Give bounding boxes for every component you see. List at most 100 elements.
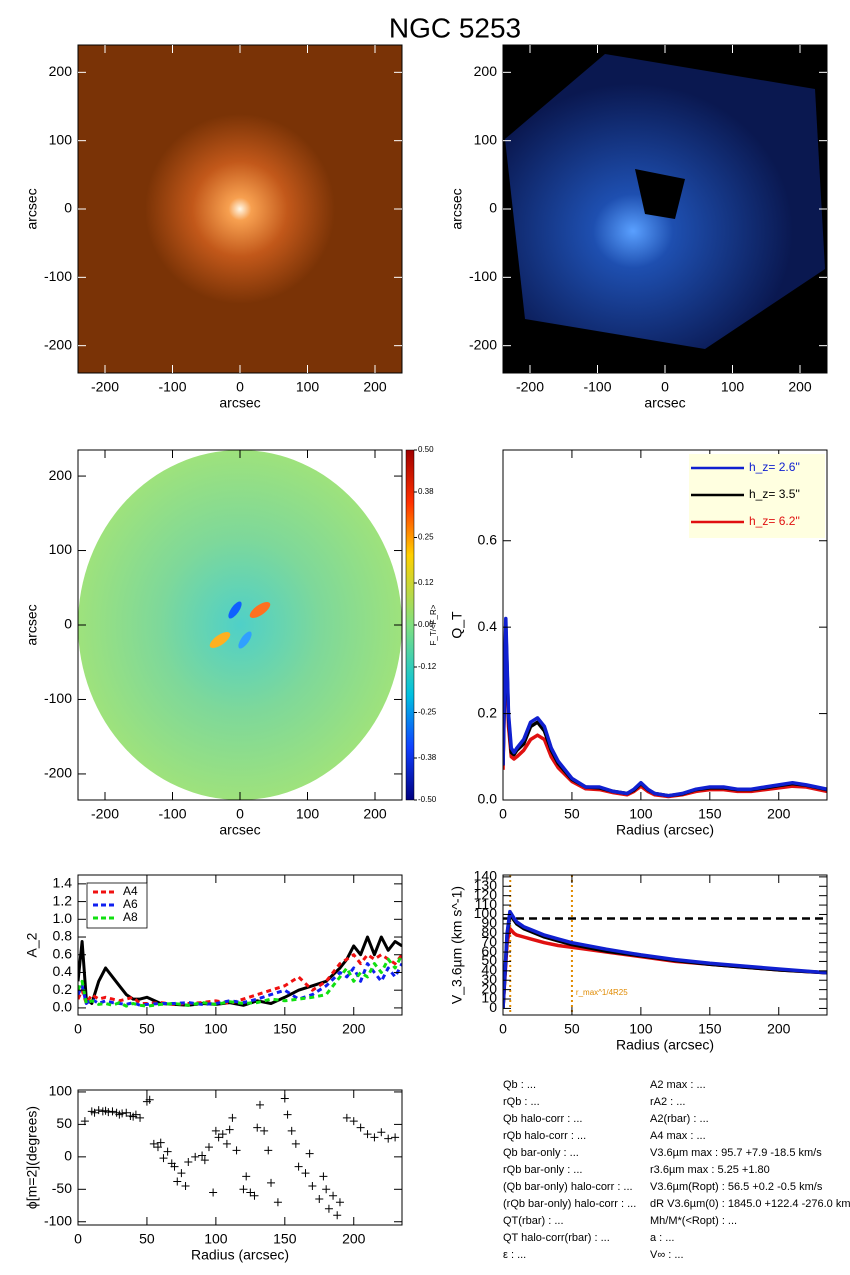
x-axis-label: arcsec <box>644 395 685 411</box>
point <box>322 1185 331 1194</box>
point <box>305 1149 314 1158</box>
x-tick-label: 100 <box>629 806 653 822</box>
colorbar-tick-label: 0.38 <box>418 487 434 496</box>
x-tick-label: 200 <box>788 379 812 395</box>
x-tick-label: 100 <box>629 1021 653 1037</box>
colorbar-tick-label: 0.25 <box>418 533 434 542</box>
series-line <box>78 962 402 1007</box>
map <box>78 450 402 800</box>
x-tick-label: 50 <box>139 1021 155 1037</box>
point <box>232 1146 241 1155</box>
x-axis-label: arcsec <box>219 822 260 838</box>
y-tick-label: 0 <box>64 200 72 216</box>
x-tick-label: 200 <box>767 806 791 822</box>
point <box>104 1108 113 1117</box>
vline-label: r_max^1/4R25 <box>576 988 628 997</box>
x-tick-label: 200 <box>342 1231 366 1247</box>
y-axis-label: arcsec <box>449 188 465 229</box>
point <box>211 1126 220 1135</box>
x-tick-label: 100 <box>204 1231 228 1247</box>
point <box>315 1195 324 1204</box>
point <box>131 1110 140 1119</box>
series-line <box>503 616 827 798</box>
parameter: r3.6µm max : 5.25 +1.80 <box>650 1164 770 1176</box>
point <box>273 1198 282 1207</box>
point <box>349 1117 358 1126</box>
parameter: QT(rbar) : ... <box>503 1215 564 1227</box>
y-axis-label: A_2 <box>24 932 40 957</box>
plot-area <box>78 45 402 373</box>
point <box>250 1191 259 1200</box>
y-tick-label: 50 <box>56 1115 72 1131</box>
point <box>253 1123 262 1132</box>
x-tick-label: 50 <box>564 806 580 822</box>
plot-area <box>503 875 827 1015</box>
parameter: A2(rbar) : ... <box>650 1113 709 1125</box>
y-tick-label: 1.0 <box>53 910 73 926</box>
plot-area <box>80 1094 400 1220</box>
legend-label: A6 <box>123 897 138 911</box>
x-tick-label: 200 <box>363 379 387 395</box>
point <box>356 1123 365 1132</box>
point <box>246 1188 255 1197</box>
y-tick-label: 130 <box>474 877 498 893</box>
y-tick-label: -100 <box>44 690 72 706</box>
y-tick-label: 1.2 <box>53 892 73 908</box>
y-tick-label: 140 <box>474 868 498 884</box>
galaxy <box>145 114 335 304</box>
point <box>94 1106 103 1115</box>
colorbar-tick-label: 0.00 <box>418 620 434 629</box>
point <box>198 1151 207 1160</box>
y-tick-label: 20 <box>481 980 497 996</box>
point <box>335 1198 344 1207</box>
y-tick-label: -100 <box>44 1212 72 1228</box>
point <box>204 1143 213 1152</box>
x-tick-label: 0 <box>236 806 244 822</box>
parameter: dR V3.6µm(0) : 1845.0 +122.4 -276.0 km/s… <box>650 1198 850 1210</box>
point <box>333 1211 342 1220</box>
x-axis-label: Radius (arcsec) <box>191 1247 289 1263</box>
y-tick-label: 100 <box>49 1083 73 1099</box>
point <box>173 1177 182 1186</box>
point <box>181 1182 190 1191</box>
legend-label: h_z= 3.5'' <box>749 487 800 501</box>
figure-title: NGC 5253 <box>389 12 521 43</box>
point <box>291 1139 300 1148</box>
point <box>329 1191 338 1200</box>
y-tick-label: 60 <box>481 943 497 959</box>
series-line <box>78 954 402 1008</box>
x-tick-label: -100 <box>583 379 611 395</box>
parameter: V∞ : ... <box>650 1249 684 1261</box>
point <box>377 1128 386 1137</box>
point <box>242 1172 251 1181</box>
y-tick-label: -50 <box>52 1180 72 1196</box>
point <box>170 1162 179 1171</box>
panel: -200 -100 0 100 200 -200 -100 0 100 200 arcsec arcs… <box>24 445 438 838</box>
colorbar-tick-label: -0.25 <box>418 708 437 717</box>
x-tick-label: 200 <box>342 1021 366 1037</box>
point <box>370 1133 379 1142</box>
y-tick-label: 200 <box>474 63 498 79</box>
parameter: A2 max : ... <box>650 1079 706 1091</box>
x-tick-label: 100 <box>721 379 745 395</box>
x-tick-label: -200 <box>516 379 544 395</box>
point <box>80 1117 89 1126</box>
frame <box>77 874 403 1016</box>
y-tick-label: 0.0 <box>478 791 498 807</box>
panel: 0 50 100 150 2000102030405060708090100110120… <box>449 868 828 1053</box>
x-tick-label: -100 <box>158 806 186 822</box>
frame <box>502 874 828 1016</box>
y-tick-label: 120 <box>474 886 498 902</box>
colorbar-tick-label: -0.38 <box>418 753 437 762</box>
point <box>145 1095 154 1104</box>
point <box>260 1126 269 1135</box>
y-tick-label: 0.6 <box>53 945 73 961</box>
point <box>163 1147 172 1156</box>
point <box>294 1162 303 1171</box>
colorbar-tick-label: -0.12 <box>418 662 437 671</box>
y-tick-label: -200 <box>469 336 497 352</box>
y-tick-label: 70 <box>481 933 497 949</box>
point <box>200 1156 209 1165</box>
